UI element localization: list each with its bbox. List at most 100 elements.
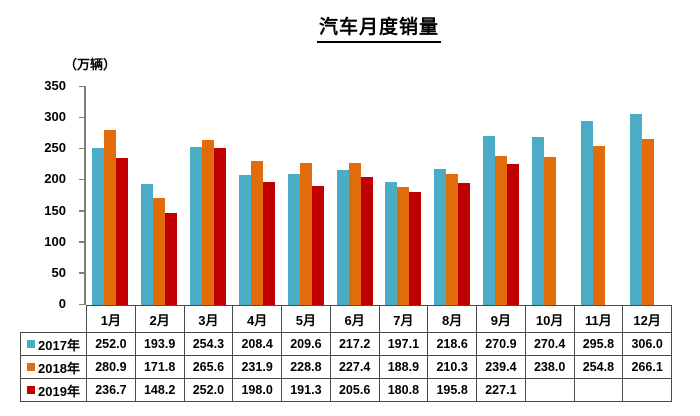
bar-2017年-1月 xyxy=(92,148,105,305)
year-label-cell-2019年: 2019年 xyxy=(20,378,87,402)
value-cell-2017年-10月: 270.4 xyxy=(524,332,575,356)
bar-2017年-9月 xyxy=(483,136,496,305)
bar-2017年-6月 xyxy=(336,169,349,305)
value-cell-2017年-8月: 218.6 xyxy=(427,332,477,356)
y-tick-mark xyxy=(79,210,84,212)
bar-2017年-10月 xyxy=(531,136,544,305)
month-header-cell-9月: 9月 xyxy=(476,305,526,333)
month-header-cell-1月: 1月 xyxy=(86,305,136,333)
bar-2018年-4月 xyxy=(250,160,263,305)
y-tick-label-200: 200 xyxy=(44,171,66,187)
month-header-cell-4月: 4月 xyxy=(232,305,282,333)
value-cell-2018年-6月: 227.4 xyxy=(329,355,380,379)
value-cell-2017年-12月: 306.0 xyxy=(622,332,672,356)
value-cell-2019年-9月: 227.1 xyxy=(476,378,526,402)
bar-2018年-6月 xyxy=(348,163,361,305)
y-axis-unit-label: （万辆） xyxy=(64,57,117,72)
bar-2018年-7月 xyxy=(397,187,410,305)
value-cell-2017年-6月: 217.2 xyxy=(329,332,380,356)
y-tick-mark xyxy=(79,85,84,87)
y-tick-label-300: 300 xyxy=(44,109,66,125)
month-header-cell-6月: 6月 xyxy=(329,305,380,333)
bar-2017年-2月 xyxy=(141,184,154,305)
value-cell-2019年-7月: 180.8 xyxy=(378,378,429,402)
table-row-2017年: 2017年 252.0 193.9 254.3 208.4 209.6 217.2 197.1… xyxy=(20,332,672,356)
value-cell-2018年-3月: 265.6 xyxy=(183,355,234,379)
month-header-row: 1月 2月 3月 4月 5月 6月 7月 8月 9月 10月 11月 12月 xyxy=(21,305,672,333)
bar-2019年-6月 xyxy=(360,176,373,305)
series-name-label: 2018年 xyxy=(38,360,80,376)
month-header-cell-8月: 8月 xyxy=(427,305,477,333)
value-cell-2019年-3月: 252.0 xyxy=(183,378,234,402)
bar-2019年-4月 xyxy=(262,181,275,305)
y-tick-label-250: 250 xyxy=(44,140,66,156)
bar-2019年-9月 xyxy=(507,163,520,305)
bar-2019年-3月 xyxy=(214,148,227,305)
value-cell-2017年-7月: 197.1 xyxy=(378,332,429,356)
bar-2018年-5月 xyxy=(299,162,312,305)
bar-2019年-7月 xyxy=(409,192,422,305)
y-tick-label-0: 0 xyxy=(58,296,66,311)
y-tick-label-100: 100 xyxy=(44,233,66,249)
bar-2018年-12月 xyxy=(641,139,654,305)
y-tick-label-50: 50 xyxy=(51,264,66,280)
data-table: 1月 2月 3月 4月 5月 6月 7月 8月 9月 10月 11月 12月 2017年 252.0 193… xyxy=(20,305,672,402)
series-name-label: 2017年 xyxy=(38,337,80,353)
bar-2017年-11月 xyxy=(580,120,593,305)
month-header-cell-11月: 11月 xyxy=(573,305,624,333)
y-tick-mark xyxy=(79,178,84,181)
month-header-cell-5月: 5月 xyxy=(281,305,331,333)
bar-2017年-3月 xyxy=(190,146,203,305)
month-header-cell-3月: 3月 xyxy=(183,305,234,333)
value-cell-2018年-5月: 228.8 xyxy=(281,355,331,379)
bar-2017年-8月 xyxy=(434,168,447,305)
value-cell-2019年-6月: 205.6 xyxy=(329,378,380,402)
value-cell-2018年-10月: 238.0 xyxy=(524,355,575,379)
value-cell-2018年-2月: 171.8 xyxy=(134,355,185,379)
bar-2018年-1月 xyxy=(104,130,117,305)
y-tick-mark xyxy=(79,303,84,305)
value-cell-2019年-8月: 195.8 xyxy=(427,378,477,402)
value-cell-2019年-5月: 191.3 xyxy=(281,378,331,402)
value-cell-2018年-1月: 280.9 xyxy=(86,355,136,379)
legend-swatch-2017年 xyxy=(27,340,36,348)
year-label-cell-2017年: 2017年 xyxy=(20,332,87,356)
plot-area xyxy=(86,86,672,305)
year-label-cell-2018年: 2018年 xyxy=(20,355,87,379)
table-corner-cell xyxy=(21,306,87,333)
bar-2017年-12月 xyxy=(629,114,642,305)
y-tick-mark xyxy=(79,272,84,274)
legend-swatch-2019年 xyxy=(27,386,36,394)
bar-2017年-7月 xyxy=(385,182,398,305)
value-cell-2018年-8月: 210.3 xyxy=(427,355,477,379)
value-cell-2018年-11月: 254.8 xyxy=(573,355,624,379)
y-tick-mark xyxy=(79,116,84,119)
value-cell-2017年-5月: 209.6 xyxy=(281,332,331,356)
month-header-cell-2月: 2月 xyxy=(134,305,185,333)
value-cell-2017年-1月: 252.0 xyxy=(86,332,136,356)
value-cell-2019年-11月 xyxy=(573,378,624,402)
bar-2019年-8月 xyxy=(458,183,471,305)
chart-title: 汽车月度销量 xyxy=(316,12,441,43)
bar-2017年-4月 xyxy=(238,175,251,305)
month-header-cell-12月: 12月 xyxy=(622,305,672,333)
value-cell-2019年-4月: 198.0 xyxy=(232,378,282,402)
month-header-cell-10月: 10月 xyxy=(524,305,575,333)
value-cell-2017年-9月: 270.9 xyxy=(476,332,526,356)
value-cell-2019年-1月: 236.7 xyxy=(86,378,136,402)
value-cell-2019年-2月: 148.2 xyxy=(134,378,185,402)
y-tick-mark xyxy=(79,241,84,243)
y-tick-mark xyxy=(79,147,84,150)
value-cell-2017年-4月: 208.4 xyxy=(232,332,282,356)
bar-2018年-11月 xyxy=(592,146,605,305)
y-tick-label-350: 350 xyxy=(44,78,66,93)
value-cell-2018年-12月: 266.1 xyxy=(622,355,672,379)
value-cell-2019年-10月 xyxy=(524,378,575,402)
value-cell-2018年-7月: 188.9 xyxy=(378,355,429,379)
series-name-label: 2019年 xyxy=(38,383,80,399)
bar-2018年-8月 xyxy=(446,174,459,305)
table-row-2018年: 2018年 280.9 171.8 265.6 231.9 228.8 227.4 188.9… xyxy=(20,355,672,379)
y-axis-line xyxy=(84,86,86,305)
legend-swatch-2018年 xyxy=(27,363,36,371)
